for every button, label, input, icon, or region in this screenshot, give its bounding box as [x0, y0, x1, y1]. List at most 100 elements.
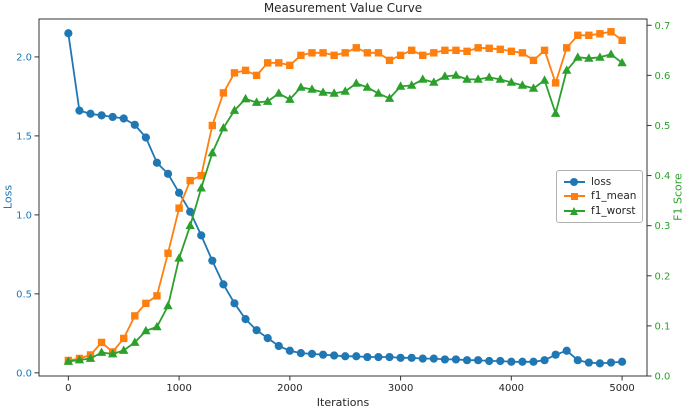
loss-marker: [606, 358, 616, 367]
f1_mean-marker: [518, 49, 527, 57]
f1_mean-marker: [219, 89, 228, 97]
f1_worst-marker: [573, 52, 583, 61]
right-tick-label: 0.5: [655, 121, 671, 132]
loss-marker: [341, 352, 350, 361]
f1_mean-marker: [208, 121, 217, 130]
right-y-axis-ticks: 0.0 0.1 0.2 0.3 0.4 0.5 0.6 0.7: [647, 21, 670, 383]
f1_mean-marker: [551, 79, 560, 87]
loss-marker: [551, 350, 560, 359]
f1_mean-marker: [363, 49, 372, 57]
f1_mean-marker: [230, 69, 239, 77]
f1_worst-marker: [550, 108, 561, 117]
f1_worst-marker: [163, 300, 173, 310]
legend-item-f1_mean: f1_mean: [564, 189, 636, 203]
chart-title: Measurement Value Curve: [263, 1, 423, 15]
f1_mean-square-icon: [571, 192, 578, 200]
left-y-axis-label: Loss: [1, 184, 15, 210]
right-tick-label: 0.0: [655, 372, 671, 383]
loss-marker: [307, 349, 317, 358]
f1_worst-marker: [495, 74, 505, 83]
f1_worst-marker: [484, 72, 494, 81]
f1_mean-marker: [319, 49, 327, 57]
f1_worst-marker: [285, 94, 295, 103]
loss-marker: [174, 188, 184, 197]
loss-marker: [584, 358, 593, 367]
loss-marker: [352, 352, 361, 361]
x-tick-label: 5000: [609, 383, 634, 394]
f1_mean-line: [67, 30, 623, 362]
loss-marker: [263, 333, 272, 343]
loss-marker: [462, 356, 472, 365]
loss-marker: [451, 355, 461, 364]
f1_mean-marker: [585, 31, 593, 39]
f1_worst-marker: [63, 356, 74, 365]
left-y-axis-ticks: 0.0 0.5 1.0 1.5 2.0: [16, 52, 39, 379]
loss-marker: [330, 351, 339, 360]
right-tick-label: 0.1: [655, 321, 671, 332]
loss-line: [67, 32, 623, 365]
f1_mean-marker: [430, 49, 438, 57]
f1_mean-marker: [352, 44, 360, 52]
f1_worst-marker: [107, 348, 118, 358]
loss-marker: [374, 352, 383, 362]
plot-border: [38, 18, 648, 377]
f1_worst-marker: [262, 96, 273, 105]
f1_mean-marker: [496, 45, 504, 54]
f1_worst-marker: [119, 345, 129, 354]
loss-marker: [241, 315, 250, 324]
loss-marker: [219, 280, 228, 289]
right-tick-label: 0.7: [655, 21, 671, 32]
f1_mean-marker: [308, 49, 316, 57]
f1_worst-marker: [528, 83, 539, 92]
f1_worst-marker: [185, 220, 195, 230]
legend-item-f1_worst: f1_worst: [564, 204, 636, 218]
loss-marker: [141, 133, 150, 142]
loss-marker: [496, 356, 505, 366]
loss-marker: [529, 357, 538, 366]
loss-marker: [186, 207, 195, 216]
f1_mean-marker: [396, 51, 405, 60]
f1_worst-marker: [440, 71, 450, 80]
f1_worst-marker: [517, 80, 528, 89]
f1_worst-marker: [584, 53, 594, 62]
right-y-axis-label: F1 Score: [671, 173, 685, 221]
legend-line-sample: [564, 206, 585, 215]
f1_worst-marker: [274, 88, 284, 97]
f1_mean-marker: [197, 171, 205, 180]
loss-marker: [440, 355, 449, 364]
f1_mean-marker: [452, 46, 460, 55]
f1_worst-marker: [606, 49, 616, 58]
loss-marker: [518, 357, 527, 366]
loss-marker: [252, 326, 261, 335]
f1_worst-marker: [207, 148, 218, 157]
f1_mean-marker: [186, 176, 194, 185]
f1_mean-marker: [341, 49, 349, 57]
x-tick-label: 0: [65, 383, 71, 394]
f1_mean-marker: [407, 46, 416, 55]
loss-marker: [429, 354, 438, 363]
right-tick-label: 0.3: [655, 221, 671, 232]
f1_worst-marker: [229, 105, 240, 114]
left-tick-label: 1.0: [16, 210, 32, 221]
right-tick-label: 0.6: [655, 71, 671, 82]
loss-marker: [86, 109, 95, 118]
f1_mean-marker: [97, 338, 106, 347]
f1_worst-marker: [362, 82, 373, 91]
f1_worst-marker: [451, 70, 461, 79]
legend-line-sample: [564, 192, 585, 200]
f1_worst-marker: [539, 75, 550, 84]
f1_worst-marker: [74, 354, 85, 364]
loss-marker: [507, 357, 516, 366]
f1_worst-marker: [506, 77, 517, 86]
f1_mean-marker: [596, 30, 604, 38]
f1_mean-marker: [142, 299, 150, 308]
f1_worst-marker: [595, 52, 605, 61]
f1_mean-marker: [485, 44, 493, 53]
f1_mean-marker: [419, 51, 427, 60]
f1_mean-marker: [529, 56, 538, 65]
loss-marker: [540, 356, 549, 365]
loss-marker: [274, 341, 283, 351]
legend: loss f1_mean f1_worst: [556, 170, 643, 223]
f1_worst-marker: [318, 87, 328, 96]
